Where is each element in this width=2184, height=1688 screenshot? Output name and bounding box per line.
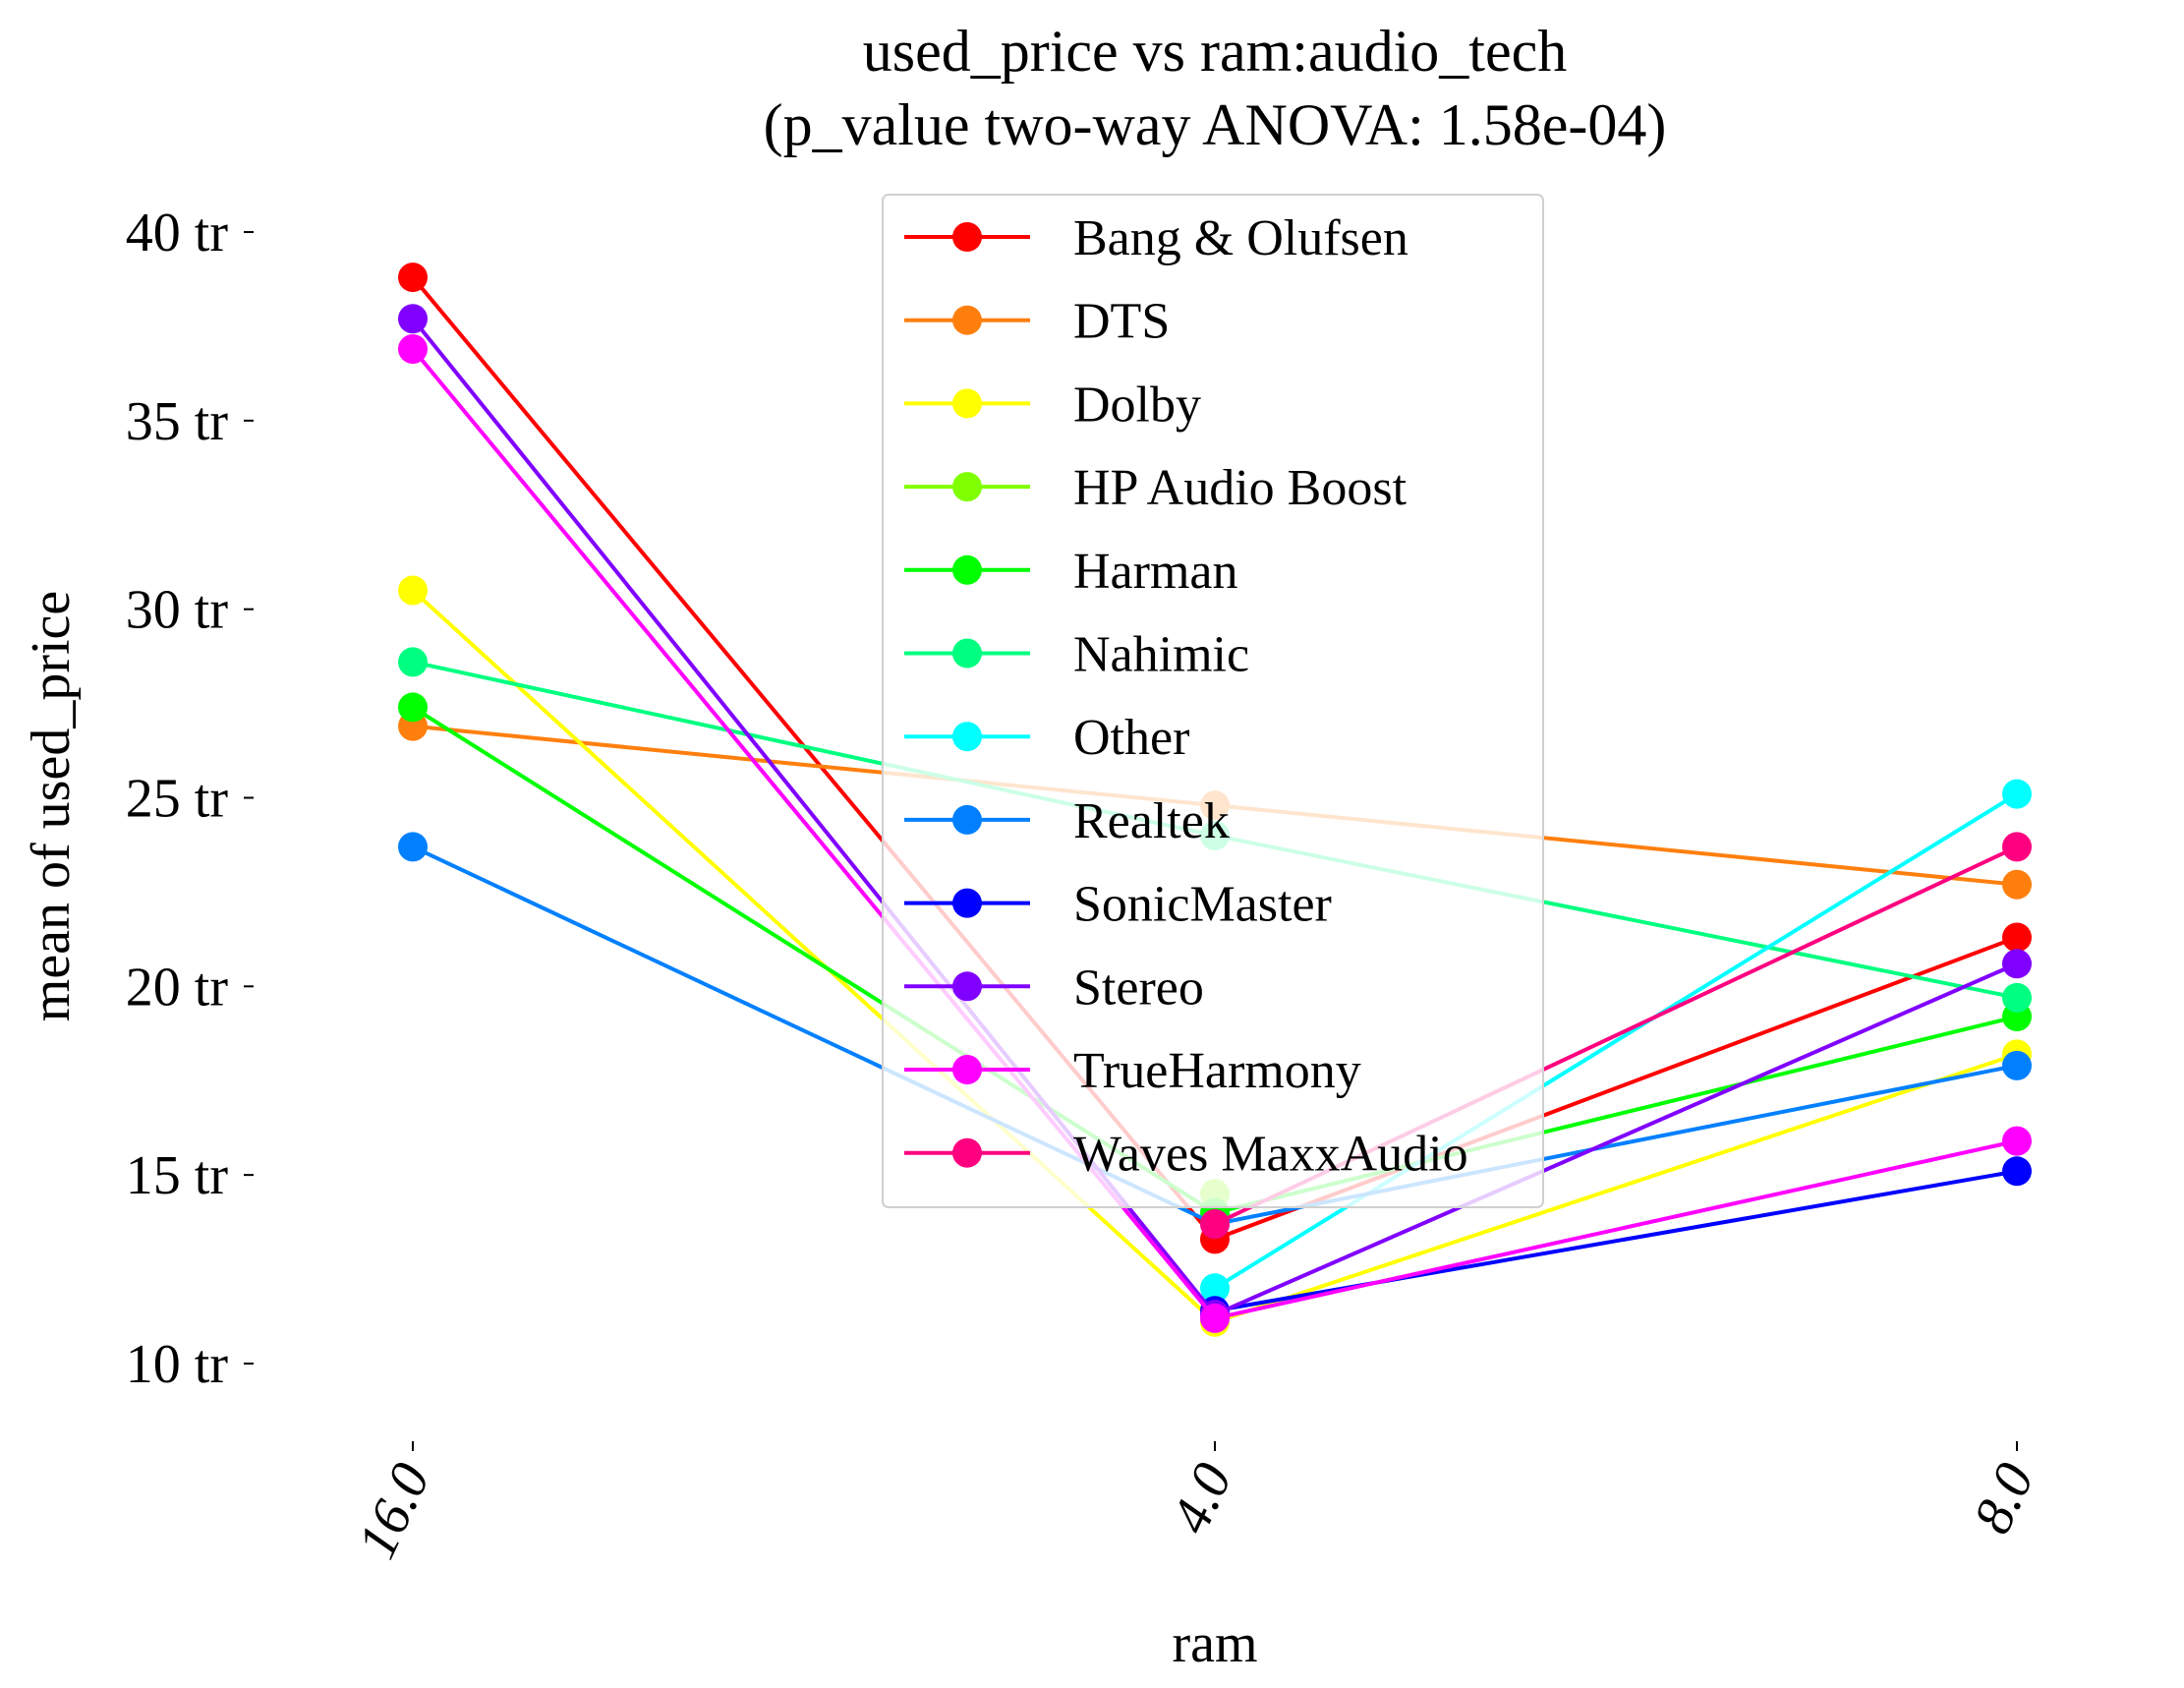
legend-marker [952, 1055, 982, 1084]
data-point [1200, 1303, 1230, 1333]
series-line-segment [1213, 1052, 2019, 1324]
legend-entry: SonicMaster [904, 877, 1332, 933]
data-point [2002, 1126, 2032, 1156]
x-tick-label: 8.0 [1962, 1454, 2046, 1542]
legend-marker [952, 722, 982, 752]
chart-title-line2: (p_value two-way ANOVA: 1.58e-04) [764, 92, 1667, 157]
legend-marker [952, 554, 982, 585]
data-point [2002, 1156, 2032, 1187]
data-point [398, 333, 428, 364]
data-point [2002, 922, 2032, 953]
x-axis-label: ram [1172, 1613, 1257, 1674]
legend-marker [952, 888, 982, 918]
legend-label: HP Audio Boost [1073, 460, 1408, 516]
legend-label: TrueHarmony [1073, 1043, 1361, 1099]
x-tick-label: 16.0 [346, 1454, 442, 1567]
data-point [2002, 982, 2032, 1013]
legend-label: Dolby [1073, 377, 1201, 433]
legend-entry: Other [904, 710, 1189, 766]
legend-entry: Dolby [904, 377, 1201, 433]
legend-marker [952, 1137, 982, 1168]
data-point [398, 832, 428, 862]
series-line-segment [1213, 1138, 2019, 1320]
x-tick-label: 4.0 [1160, 1454, 1244, 1542]
legend-label: SonicMaster [1073, 877, 1332, 933]
x-axis: 16.0 4.0 8.0 [346, 1441, 2046, 1567]
legend-marker [952, 305, 982, 335]
legend-label: DTS [1073, 294, 1170, 350]
y-tick-label: 10 tr [126, 1334, 229, 1395]
y-axis: 10 tr 15 tr 20 tr 25 tr 30 tr 35 tr 40 tr [126, 203, 254, 1395]
legend-entry: Bang & Olufsen [904, 210, 1408, 266]
y-tick-label: 35 tr [126, 391, 229, 452]
data-point [1200, 1209, 1230, 1240]
data-point [2002, 779, 2032, 809]
legend-entry: Waves MaxxAudio [904, 1127, 1468, 1183]
legend-marker [952, 971, 982, 1002]
data-point [2002, 869, 2032, 900]
legend-entry: Nahimic [904, 627, 1249, 683]
legend-label: Bang & Olufsen [1073, 210, 1408, 266]
legend-marker [952, 804, 982, 835]
data-point [398, 647, 428, 677]
data-point [398, 262, 428, 293]
chart-title-line1: used_price vs ram:audio_tech [863, 19, 1567, 84]
legend-entry: Realtek [904, 793, 1230, 849]
data-point [2002, 832, 2032, 862]
legend-marker [952, 638, 982, 669]
legend-label: Harman [1073, 544, 1237, 600]
legend-entry: Stereo [904, 960, 1204, 1016]
series-line-segment [1213, 961, 2019, 1317]
legend-entry: TrueHarmony [904, 1043, 1361, 1099]
y-tick-label: 30 tr [126, 580, 229, 641]
y-tick-label: 40 tr [126, 203, 229, 263]
legend-label: Waves MaxxAudio [1073, 1127, 1468, 1183]
y-tick-label: 20 tr [126, 957, 229, 1018]
data-point [2002, 949, 2032, 979]
data-point [398, 304, 428, 334]
data-point [2002, 1050, 2032, 1080]
legend-marker [952, 388, 982, 419]
legend: Bang & Olufsen DTS Dolby HP Audio Boost Harm… [882, 194, 1544, 1208]
legend-entry: DTS [904, 294, 1170, 350]
legend-label: Other [1073, 710, 1189, 766]
data-point [398, 575, 428, 606]
y-tick-label: 15 tr [126, 1145, 229, 1206]
legend-label: Stereo [1073, 960, 1204, 1016]
legend-frame [882, 194, 1544, 1208]
legend-entry: HP Audio Boost [904, 460, 1408, 516]
legend-marker [952, 472, 982, 502]
data-point [1200, 1273, 1230, 1304]
y-axis-label: mean of used_price [21, 591, 82, 1021]
data-point [398, 692, 428, 723]
legend-entry: Harman [904, 544, 1237, 600]
y-tick-label: 25 tr [126, 769, 229, 830]
legend-label: Nahimic [1073, 627, 1249, 683]
legend-label: Realtek [1073, 793, 1230, 849]
legend-marker [952, 222, 982, 252]
